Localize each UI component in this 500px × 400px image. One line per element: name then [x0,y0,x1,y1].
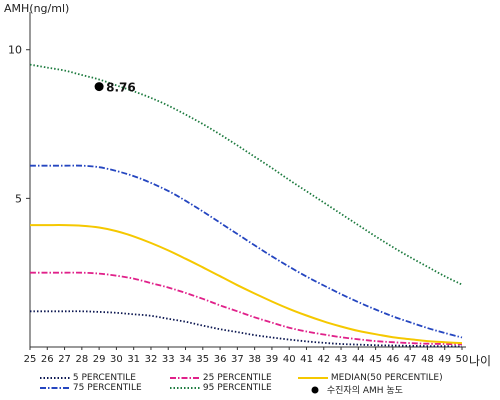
legend-label-patient: 수진자의 AMH 농도 [326,386,403,396]
x-tick-label: 29 [93,354,106,365]
x-tick-label: 34 [179,354,192,365]
x-tick-label: 36 [214,354,227,365]
x-tick-label: 42 [317,354,330,365]
x-tick-label: 33 [162,354,175,365]
y-tick-label: 10 [8,44,22,57]
legend-item-p5: 5 PERCENTILE [40,373,136,384]
x-axis-title: 나이 [469,354,492,368]
series-line-p25 [30,271,463,346]
y-tick-label: 5 [15,192,22,205]
x-tick-label: 30 [110,354,123,365]
legend-item-p75: 75 PERCENTILE [40,383,142,394]
x-tick-label: 41 [300,354,313,365]
legend-swatch-p95 [170,387,200,389]
x-tick-label: 44 [352,354,365,365]
series-line-p5 [30,310,463,348]
x-tick-label: 27 [58,354,71,365]
legend-label-p5: 5 PERCENTILE [72,373,136,383]
series-line-p50 [30,224,463,345]
x-tick-label: 46 [387,354,400,365]
x-tick-label: 39 [266,354,279,365]
x-tick-label: 31 [127,354,140,365]
x-tick-label: 48 [421,354,434,365]
x-tick-label: 37 [231,354,244,365]
x-tick-label: 43 [335,354,348,365]
x-tick-label: 35 [196,354,209,365]
x-tick-label: 47 [404,354,417,365]
legend-item-patient: 수진자의 AMH 농도 [310,383,403,396]
series-line-p95 [29,63,463,286]
x-tick-label: 32 [145,354,158,365]
legend-swatch-p25 [170,377,200,379]
legend-label-p25: 25 PERCENTILE [202,373,272,383]
legend-item-p25: 25 PERCENTILE [170,373,272,384]
x-tick-label: 28 [75,354,88,365]
legend-item-p95: 95 PERCENTILE [170,383,272,394]
legend-label-median: MEDIAN(50 PERCENTILE) [330,373,443,383]
legend-label-p75: 75 PERCENTILE [72,383,142,393]
patient-value-label: 8.76 [106,81,136,95]
patient-point [94,82,104,92]
legend-item-median: MEDIAN(50 PERCENTILE) [298,373,443,384]
x-tick-label: 45 [369,354,382,365]
legend-swatch-patient [311,386,319,393]
x-tick-label: 50 [456,354,469,365]
x-tick-label: 40 [283,354,296,365]
legend-swatch-p75 [40,387,70,389]
x-tick-label: 25 [24,354,37,365]
legend: 5 PERCENTILE 75 PERCENTILE 25 PERCENTILE… [0,372,500,400]
legend-swatch-p5 [40,377,70,379]
legend-swatch-median [298,377,328,379]
x-tick-label: 26 [41,354,54,365]
y-axis-title: AMH(ng/ml) [4,2,70,15]
legend-label-p95: 95 PERCENTILE [202,383,272,393]
x-tick-label: 49 [438,354,451,365]
x-tick-label: 38 [248,354,261,365]
series-line-p75 [30,164,463,339]
